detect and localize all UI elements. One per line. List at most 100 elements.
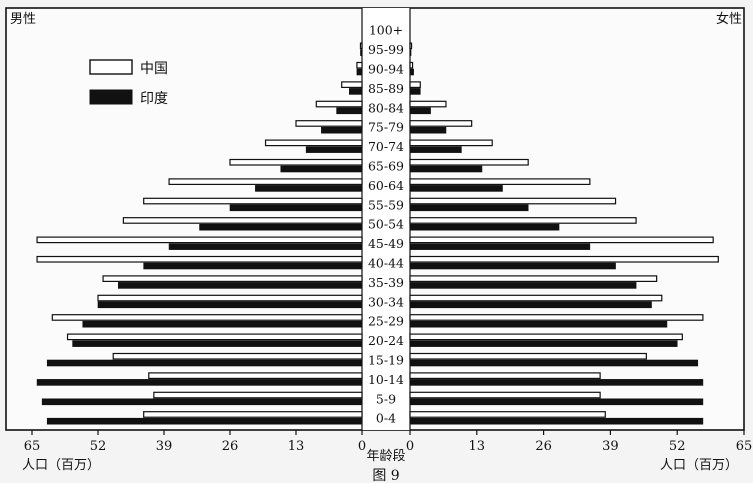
- bar-male-china-70-74: [264, 139, 363, 147]
- bar-female-china-70-74: [409, 139, 493, 147]
- bar-female-china-0-4: [409, 411, 606, 418]
- age-label-50-54: 50-54: [368, 217, 404, 232]
- bar-male-india-65-69: [280, 165, 363, 173]
- bar-male-china-10-14: [148, 372, 363, 379]
- female-side-label: 女性: [716, 11, 742, 27]
- bar-male-india-75-79: [321, 126, 363, 134]
- bar-female-india-45-49: [409, 243, 591, 250]
- bar-male-china-15-19: [112, 352, 363, 360]
- bar-female-china-10-14: [409, 372, 601, 379]
- x-axis-title-left: 人口（百万）: [22, 458, 100, 473]
- age-labels-group: 0-4 5-9 10-14 15-19 20-24 25-29 30-34 35-39 40-4…: [368, 23, 404, 426]
- bar-female-china-65-69: [409, 158, 529, 166]
- bar-male-china-60-64: [168, 178, 363, 185]
- tick-label-left-39: 39: [156, 439, 173, 454]
- bar-female-china-90-94: [409, 61, 414, 69]
- tick-label-left-13: 13: [288, 439, 305, 454]
- bar-female-india-85-89: [409, 88, 421, 95]
- bar-male-india-15-19: [46, 359, 363, 367]
- tick-label-right-0: 0: [406, 439, 414, 454]
- age-label-10-14: 10-14: [368, 372, 404, 387]
- bar-male-india-35-39: [118, 282, 363, 289]
- bar-male-india-90-94: [356, 68, 363, 76]
- legend-label-china: 中国: [140, 61, 168, 77]
- bar-male-china-85-89: [341, 81, 363, 89]
- age-column: [362, 8, 410, 430]
- age-label-40-44: 40-44: [368, 256, 404, 271]
- age-label-95-99: 95-99: [368, 42, 404, 57]
- age-label-45-49: 45-49: [368, 236, 404, 251]
- bar-female-china-25-29: [409, 314, 704, 321]
- age-label-75-79: 75-79: [368, 120, 404, 135]
- bar-male-india-40-44: [143, 262, 363, 270]
- tick-label-right-26: 26: [535, 439, 552, 454]
- bar-male-india-5-9: [41, 398, 363, 406]
- age-label-55-59: 55-59: [368, 197, 404, 212]
- age-label-5-9: 5-9: [376, 391, 396, 406]
- bar-female-china-30-34: [409, 294, 663, 302]
- age-label-80-84: 80-84: [368, 100, 404, 115]
- bar-female-india-50-54: [409, 223, 560, 231]
- bar-female-china-95-99: [409, 42, 413, 50]
- bar-male-china-5-9: [153, 391, 363, 399]
- age-label-15-19: 15-19: [368, 353, 404, 368]
- bar-female-india-40-44: [409, 262, 616, 270]
- tick-label-left-65: 65: [24, 439, 41, 454]
- bar-male-china-50-54: [122, 217, 363, 224]
- center-axis-label: 年龄段: [366, 449, 405, 464]
- bar-female-india-70-74: [409, 146, 462, 153]
- bar-male-china-40-44: [36, 255, 363, 263]
- bar-female-india-80-84: [409, 107, 431, 115]
- age-label-65-69: 65-69: [368, 159, 404, 174]
- bar-female-india-95-99: [409, 49, 412, 56]
- bar-female-china-15-19: [409, 352, 647, 360]
- tick-label-right-39: 39: [602, 439, 619, 454]
- bar-male-india-20-24: [72, 340, 363, 347]
- age-label-100+: 100+: [369, 23, 403, 38]
- bar-female-india-5-9: [409, 398, 704, 406]
- figure-caption: 图 9: [372, 468, 399, 483]
- age-label-20-24: 20-24: [368, 333, 404, 348]
- bars-group: [36, 42, 719, 425]
- bar-female-india-35-39: [409, 282, 637, 289]
- age-label-70-74: 70-74: [368, 139, 404, 154]
- bar-male-china-20-24: [66, 333, 363, 341]
- bar-female-china-85-89: [409, 81, 421, 89]
- age-label-85-89: 85-89: [368, 81, 404, 96]
- bar-female-china-5-9: [409, 391, 601, 399]
- tick-label-left-52: 52: [90, 439, 107, 454]
- bar-male-china-0-4: [143, 411, 363, 418]
- age-label-60-64: 60-64: [368, 178, 404, 193]
- bar-female-china-35-39: [409, 275, 658, 282]
- bar-male-india-55-59: [229, 204, 363, 212]
- bar-female-china-45-49: [409, 236, 714, 244]
- bar-female-india-10-14: [409, 379, 704, 386]
- bar-male-china-25-29: [51, 314, 363, 321]
- bar-female-india-55-59: [409, 204, 529, 212]
- bar-male-china-55-59: [143, 197, 363, 205]
- tick-label-right-52: 52: [669, 439, 686, 454]
- tick-label-right-13: 13: [469, 439, 486, 454]
- tick-label-left-0: 0: [358, 439, 366, 454]
- bar-male-china-95-99: [359, 42, 363, 50]
- bar-female-india-65-69: [409, 165, 483, 173]
- bar-male-china-90-94: [356, 61, 363, 69]
- bar-male-india-45-49: [168, 243, 363, 250]
- bar-male-india-0-4: [46, 417, 363, 425]
- legend-swatch-china: [89, 59, 133, 75]
- age-label-30-34: 30-34: [368, 294, 404, 309]
- bar-female-china-75-79: [409, 120, 473, 127]
- bar-male-china-35-39: [102, 275, 363, 282]
- bar-female-india-25-29: [409, 320, 668, 328]
- age-label-25-29: 25-29: [368, 314, 404, 329]
- bar-female-india-30-34: [409, 301, 652, 309]
- bar-male-india-85-89: [349, 88, 363, 95]
- age-label-35-39: 35-39: [368, 275, 404, 290]
- bar-female-india-0-4: [409, 417, 704, 425]
- tick-label-left-26: 26: [222, 439, 239, 454]
- bar-female-china-50-54: [409, 217, 637, 224]
